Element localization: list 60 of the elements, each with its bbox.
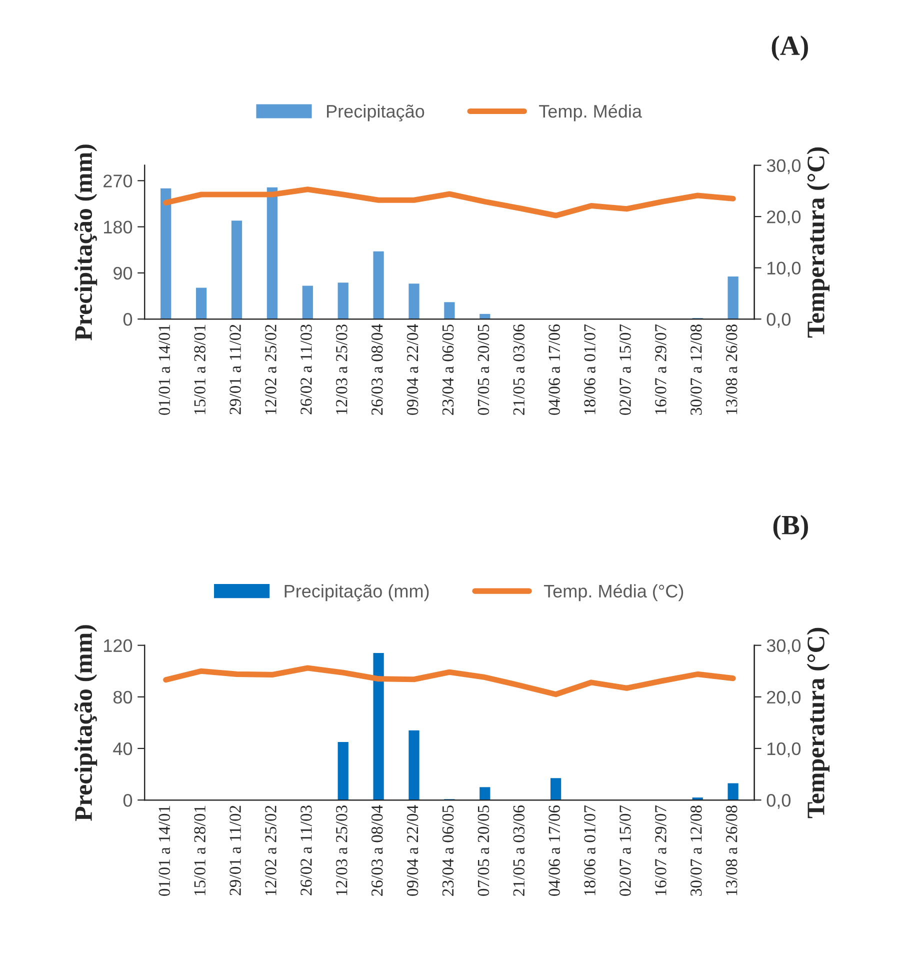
- y2-tick-label: 30,0: [766, 639, 801, 654]
- y-tick-label: 80: [113, 690, 132, 704]
- y-tick-label: 270: [104, 174, 132, 188]
- y2-tick-label: 0,0: [766, 794, 791, 809]
- x-tick-label: 12/02 a 25/02: [265, 806, 276, 896]
- x-tick-label: 18/06 a 01/07: [584, 324, 596, 414]
- x-tick-label: 30/07 a 12/08: [690, 324, 702, 415]
- x-tick-label: 09/04 a 22/04: [406, 324, 418, 415]
- x-tick-label: 16/07 a 29/07: [655, 805, 666, 896]
- x-tick-label: 04/06 a 17/06: [548, 805, 560, 896]
- y2-tick-label: 20,0: [767, 690, 801, 706]
- x-tick-label: 02/07 a 15/07: [620, 805, 631, 896]
- x-tick-label: 07/05 a 20/05: [478, 324, 490, 415]
- x-tick-label: 18/06 a 01/07: [584, 805, 596, 896]
- x-tick-label: 13/08 a 26/08: [726, 806, 738, 896]
- y2-axis-title: Temperatura (°C): [806, 147, 830, 338]
- y-tick-label: 120: [104, 639, 132, 652]
- x-tick-label: 29/01 a 11/02: [230, 806, 241, 896]
- x-tick-label: 21/05 a 03/06: [513, 324, 525, 415]
- y-tick-label: 0: [123, 794, 132, 807]
- x-tick-label: 07/05 a 20/05: [478, 806, 490, 896]
- y-tick-label: 180: [104, 220, 132, 234]
- text: (A): [772, 36, 808, 61]
- x-tick-label: 12/03 a 25/03: [336, 324, 348, 414]
- legend-label: Precipitação: [327, 104, 424, 122]
- y2-tick-label: 10,0: [768, 262, 801, 277]
- y2-tick-label: 20,0: [767, 210, 801, 226]
- x-tick-label: 26/03 a 08/04: [371, 805, 383, 896]
- x-tick-label: 01/01 a 14/01: [158, 806, 170, 896]
- x-tick-label: 09/04 a 22/04: [406, 805, 418, 896]
- x-tick-label: 12/03 a 25/03: [336, 806, 348, 896]
- y-tick-label: 40: [113, 742, 132, 756]
- x-tick-label: 26/02 a 11/03: [300, 324, 312, 414]
- y-axis-title: Precipitação (mm): [74, 625, 98, 821]
- x-tick-label: 13/08 a 26/08: [726, 324, 738, 414]
- y-tick-label: 90: [114, 266, 132, 280]
- x-tick-label: 15/01 a 28/01: [194, 806, 206, 896]
- x-tick-label: 26/02 a 11/03: [300, 806, 312, 896]
- x-tick-label: 26/03 a 08/04: [371, 324, 383, 415]
- text: (B): [773, 514, 808, 540]
- x-tick-label: 04/06 a 17/06: [548, 324, 560, 415]
- x-tick-label: 01/01 a 14/01: [158, 324, 170, 415]
- x-tick-label: 23/04 a 06/05: [442, 324, 454, 415]
- x-tick-label: 21/05 a 03/06: [513, 805, 525, 896]
- y2-tick-label: 30,0: [766, 159, 801, 174]
- y-axis-title: Precipitação (mm): [74, 144, 98, 340]
- x-tick-label: 02/07 a 15/07: [620, 324, 631, 415]
- legend-label: Temp. Média: [539, 104, 642, 122]
- legend-label: Temp. Média (°C): [544, 584, 684, 602]
- y-tick-label: 0: [123, 312, 132, 326]
- y2-tick-label: 0,0: [766, 312, 791, 328]
- x-tick-label: 15/01 a 28/01: [194, 324, 206, 414]
- x-tick-label: 29/01 a 11/02: [230, 324, 241, 414]
- x-tick-label: 23/04 a 06/05: [442, 806, 454, 896]
- x-tick-label: 30/07 a 12/08: [690, 806, 702, 896]
- legend-label: Precipitação (mm): [284, 584, 429, 602]
- y2-tick-label: 10,0: [768, 742, 801, 758]
- x-tick-label: 12/02 a 25/02: [265, 324, 276, 414]
- x-tick-label: 16/07 a 29/07: [655, 324, 666, 414]
- y2-axis-title: Temperatura (°C): [806, 628, 830, 818]
